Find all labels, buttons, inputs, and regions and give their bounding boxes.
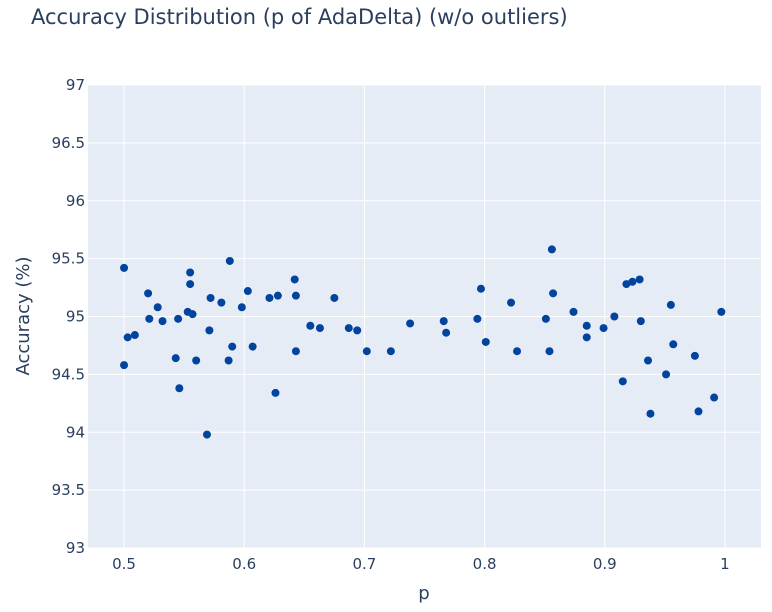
data-point: [610, 312, 619, 321]
data-point: [291, 291, 300, 300]
data-point: [228, 342, 237, 351]
data-point: [153, 303, 162, 312]
data-point: [644, 356, 653, 365]
data-point: [243, 287, 252, 296]
x-tick-label: 0.5: [112, 555, 136, 573]
data-point: [406, 319, 415, 328]
data-point: [130, 331, 139, 340]
data-point: [618, 377, 627, 386]
y-tick-label: 93: [66, 539, 85, 557]
data-point: [507, 298, 516, 307]
y-tick-label: 94: [66, 423, 85, 441]
y-tick-label: 95.5: [52, 250, 85, 268]
data-point: [442, 328, 451, 337]
data-point: [202, 430, 211, 439]
x-tick-label: 0.9: [593, 555, 617, 573]
data-point: [271, 388, 280, 397]
data-point: [636, 317, 645, 326]
y-tick-label: 96: [66, 192, 85, 210]
y-gridlines: [88, 84, 761, 549]
data-point: [599, 324, 608, 333]
data-point: [628, 277, 637, 286]
data-point: [344, 324, 353, 333]
data-point: [549, 289, 558, 298]
data-point: [120, 361, 129, 370]
data-point: [662, 370, 671, 379]
x-tick-label: 0.6: [232, 555, 256, 573]
data-point: [186, 268, 195, 277]
data-point: [694, 407, 703, 416]
y-tick-labels: 93 93.5 94 94.5 95 95.5 96 96.5 97: [52, 76, 85, 557]
y-axis-title: Accuracy (%): [13, 256, 34, 375]
data-point: [481, 337, 490, 346]
data-point: [439, 317, 448, 326]
x-tick-label: 0.8: [473, 555, 497, 573]
data-point: [330, 293, 339, 302]
data-point: [291, 347, 300, 356]
x-tick-label: 0.7: [352, 555, 376, 573]
data-point: [717, 307, 726, 316]
y-tick-label: 95: [66, 308, 85, 326]
data-point: [237, 303, 246, 312]
data-point: [476, 284, 485, 293]
data-point: [192, 356, 201, 365]
data-point: [569, 307, 578, 316]
data-point: [315, 324, 324, 333]
data-point: [306, 321, 315, 330]
data-point: [144, 289, 153, 298]
data-point: [205, 326, 214, 335]
data-point: [290, 275, 299, 284]
data-point: [123, 333, 132, 342]
data-point: [217, 298, 226, 307]
data-point: [710, 393, 719, 402]
y-tick-label: 96.5: [52, 134, 85, 152]
y-tick-label: 93.5: [52, 481, 85, 499]
data-point: [186, 280, 195, 289]
data-point: [174, 314, 183, 323]
data-point: [541, 314, 550, 323]
data-point: [690, 351, 699, 360]
data-point: [225, 256, 234, 265]
data-point: [622, 280, 631, 289]
x-tick-label: 1: [720, 555, 730, 573]
data-point: [175, 384, 184, 393]
data-point: [206, 293, 215, 302]
data-point: [545, 347, 554, 356]
data-point: [248, 342, 257, 351]
data-point: [224, 356, 233, 365]
data-point: [646, 409, 655, 418]
y-tick-label: 94.5: [52, 365, 85, 383]
data-point: [265, 293, 274, 302]
data-point: [188, 310, 197, 319]
x-tick-labels: 0.5 0.6 0.7 0.8 0.9 1: [112, 555, 730, 573]
data-point: [158, 317, 167, 326]
data-point: [582, 321, 591, 330]
data-point: [362, 347, 371, 356]
data-point: [547, 245, 556, 254]
data-point: [353, 326, 362, 335]
data-points: [120, 245, 726, 439]
data-point: [473, 314, 482, 323]
data-point: [635, 275, 644, 284]
data-point: [171, 354, 180, 363]
data-point: [273, 291, 282, 300]
data-point: [386, 347, 395, 356]
x-axis-title: p: [418, 583, 429, 604]
data-point: [513, 347, 522, 356]
chart-title: Accuracy Distribution (p of AdaDelta) (w…: [31, 5, 568, 29]
data-point: [666, 300, 675, 309]
data-point: [582, 333, 591, 342]
data-point: [145, 314, 154, 323]
data-point: [669, 340, 678, 349]
data-point: [120, 263, 129, 272]
y-tick-label: 97: [66, 76, 85, 94]
